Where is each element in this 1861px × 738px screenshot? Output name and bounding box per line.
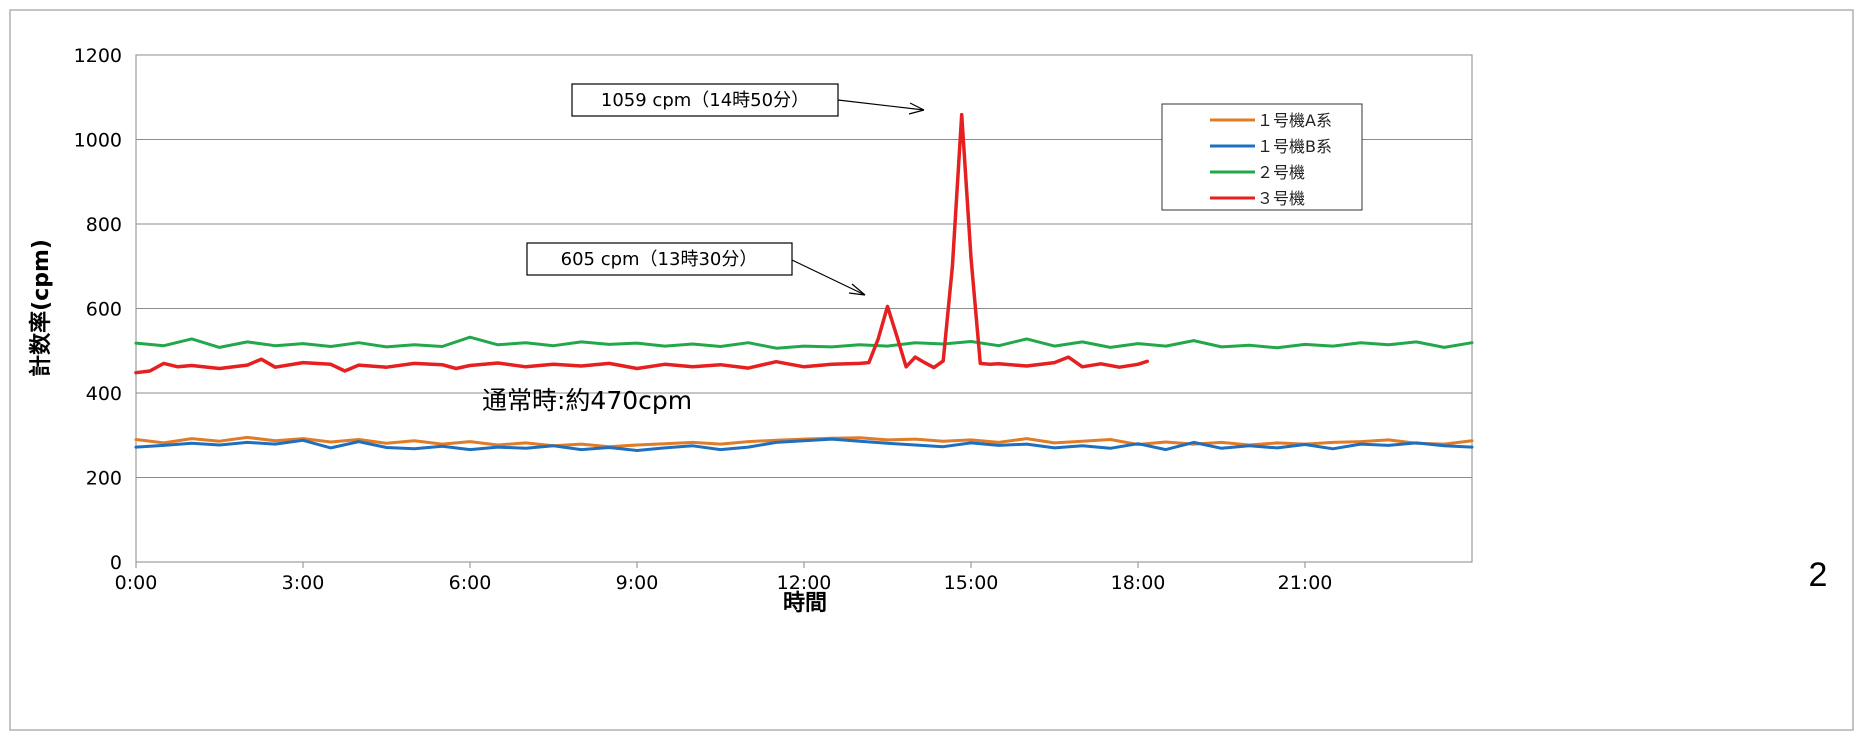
page-number: 2 — [1809, 556, 1828, 594]
x-tick-label: 21:00 — [1278, 572, 1333, 594]
series-line-4 — [134, 112, 1150, 375]
callout-box-605 — [526, 242, 793, 276]
y-axis-ticks: 0 200 400 600 800 1000 1200 — [74, 45, 122, 574]
legend-label-3: ２号機 — [1257, 163, 1305, 182]
y-tick-label: 1200 — [74, 45, 122, 67]
callout-peak-605: 605 cpm（13時30分） — [526, 242, 866, 296]
series-lines — [134, 112, 1474, 452]
x-tick-label: 9:00 — [616, 572, 659, 594]
x-tick-label: 15:00 — [944, 572, 999, 594]
x-tick-label: 0:00 — [115, 572, 158, 594]
y-tick-label: 400 — [86, 383, 122, 405]
x-axis-title: 時間 — [783, 591, 827, 616]
x-axis-ticks: 0:00 3:00 6:00 9:00 12:00 15:00 18:00 21:00 — [115, 562, 1333, 594]
x-tick-label: 3:00 — [282, 572, 325, 594]
legend: １号機A系 １号機B系 ２号機 ３号機 — [1161, 103, 1363, 211]
legend-label-2: １号機B系 — [1257, 137, 1332, 156]
y-tick-label: 600 — [86, 299, 122, 321]
callout-arrowhead-1059 — [908, 102, 925, 115]
series-line-2 — [134, 437, 1474, 452]
legend-entries: １号機A系 １号機B系 ２号機 ３号機 — [1210, 111, 1332, 208]
x-tick-label: 18:00 — [1111, 572, 1166, 594]
y-tick-label: 1000 — [74, 130, 122, 152]
x-tick-label: 6:00 — [449, 572, 492, 594]
callout-arrowhead-605 — [848, 283, 866, 296]
callout-arrow-1059 — [837, 99, 925, 111]
callout-arrow-605 — [791, 259, 866, 296]
callout-peak-1059: 1059 cpm（14時50分） — [571, 83, 925, 117]
legend-label-4: ３号機 — [1257, 189, 1305, 208]
y-tick-label: 0 — [110, 552, 122, 574]
y-axis-title: 計数率(cpm) — [28, 239, 54, 377]
normal-level-note: 通常時:約470cpm — [482, 386, 692, 415]
callout-text-605: 605 cpm（13時30分） — [561, 249, 758, 270]
series-line-3 — [134, 335, 1474, 350]
callout-text-1059: 1059 cpm（14時50分） — [601, 90, 809, 111]
y-tick-label: 200 — [86, 468, 122, 490]
y-tick-label: 800 — [86, 214, 122, 236]
legend-label-1: １号機A系 — [1257, 111, 1332, 130]
callout-box-1059 — [571, 83, 839, 117]
legend-box — [1161, 103, 1363, 211]
x-tick-label: 12:00 — [777, 572, 832, 594]
